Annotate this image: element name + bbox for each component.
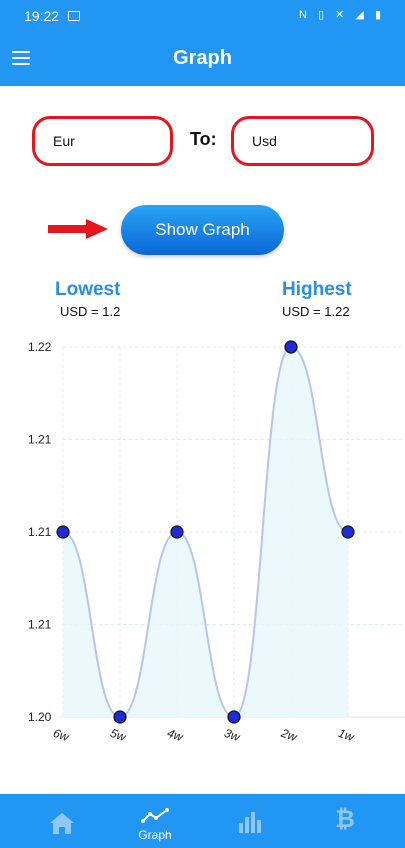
- nav-item-crypto[interactable]: ₿: [305, 794, 385, 848]
- show-graph-button[interactable]: Show Graph: [121, 205, 284, 255]
- home-icon: [50, 813, 74, 834]
- nav-label-graph: Graph: [138, 828, 172, 842]
- nav-item-stats[interactable]: [210, 794, 290, 848]
- x-tick-label: 4w: [165, 726, 185, 745]
- arrow-right-icon: [48, 219, 108, 239]
- x-tick-label: 1w: [336, 726, 356, 745]
- status-icons: N ▯ ✕ ◢ ▮: [299, 9, 385, 21]
- to-currency-field[interactable]: Usd: [231, 116, 374, 166]
- from-currency-field[interactable]: Eur: [32, 116, 173, 166]
- data-point-5w: [113, 710, 127, 724]
- data-point-2w: [284, 340, 298, 354]
- page-title: Graph: [173, 47, 232, 69]
- nav-item-graph[interactable]: Graph: [115, 794, 195, 848]
- highest-value: USD = 1.22: [282, 304, 350, 319]
- image-notification-icon: [68, 11, 80, 21]
- y-tick-label: 1.21: [28, 618, 52, 632]
- x-tick-label: 2w: [278, 725, 299, 744]
- data-point-4w: [170, 525, 184, 539]
- bar-chart-icon: [239, 812, 261, 833]
- bitcoin-icon: ₿: [335, 806, 355, 833]
- lowest-value: USD = 1.2: [60, 304, 121, 319]
- menu-icon[interactable]: [12, 51, 30, 66]
- graph-icon: [141, 808, 169, 823]
- app-bar: Graph: [0, 32, 405, 86]
- status-time: 19:22: [24, 8, 60, 24]
- series-area: [63, 347, 348, 717]
- y-tick-label: 1.22: [28, 340, 52, 354]
- y-tick-label: 1.21: [28, 525, 52, 539]
- y-tick-label: 1.21: [28, 433, 52, 447]
- status-bar: 19:22 N ▯ ✕ ◢ ▮: [0, 0, 405, 32]
- nav-item-home[interactable]: [22, 794, 102, 848]
- to-label: To:: [190, 129, 217, 149]
- exchange-rate-chart: 1.20 1.21 1.21 1.21 1.22 6w 5w 4w 3w 2w 1w: [28, 340, 405, 745]
- lowest-title: Lowest: [55, 279, 121, 300]
- x-tick-label: 5w: [108, 726, 128, 745]
- data-point-3w: [227, 710, 241, 724]
- highest-title: Highest: [282, 279, 352, 300]
- x-tick-label: 6w: [51, 726, 71, 745]
- x-tick-label: 3w: [222, 726, 242, 745]
- y-tick-label: 1.20: [28, 710, 52, 724]
- bottom-nav: Graph ₿: [0, 794, 405, 848]
- data-point-1w: [341, 525, 355, 539]
- data-point-6w: [56, 525, 70, 539]
